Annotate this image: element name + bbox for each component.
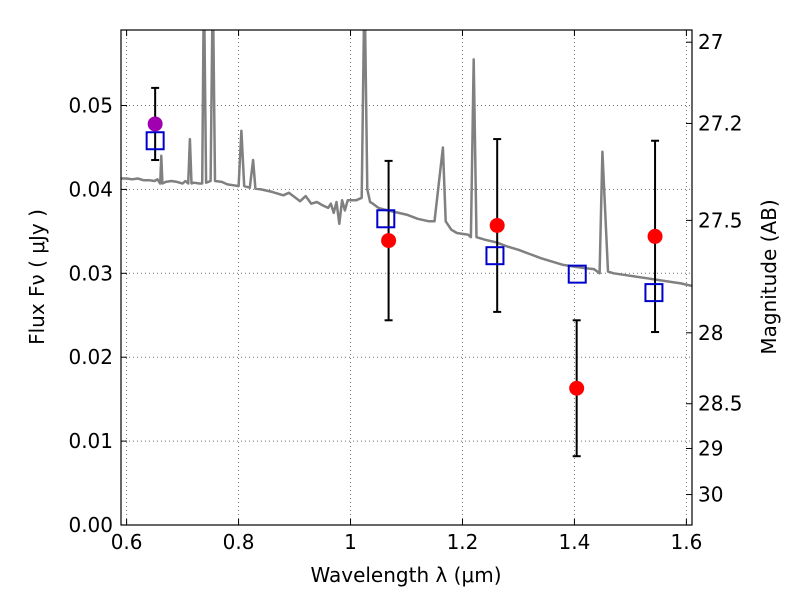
observed-point <box>569 380 585 396</box>
model-photometry-point <box>485 246 505 266</box>
model-photometry-points <box>145 131 664 303</box>
y-tick-label: 0.04 <box>68 177 113 201</box>
magnitude-tick-label: 28 <box>698 321 723 345</box>
magnitude-axis-ticks: 27 27.2 27.5 28 28.5 29 30 <box>686 30 743 507</box>
magnitude-tick-label: 29 <box>698 436 723 460</box>
x-axis-ticks: 0.6 0.8 1 1.2 1.4 1.6 <box>111 30 702 554</box>
observed-point <box>147 116 163 132</box>
y-tick-label: 0.03 <box>68 261 113 285</box>
model-photometry-point <box>567 264 587 284</box>
model-photometry-point <box>644 283 664 303</box>
x-tick-label: 1.4 <box>559 530 591 554</box>
observed-point <box>381 233 397 249</box>
grid-lines <box>121 30 692 526</box>
observed-point <box>489 217 505 233</box>
magnitude-tick-label: 27.2 <box>698 111 743 135</box>
model-photometry-point <box>145 131 165 151</box>
y-axis-title: Flux Fν ( μJy ) <box>25 209 49 345</box>
x-axis-title: Wavelength λ (μm) <box>310 563 501 587</box>
x-tick-label: 0.8 <box>223 530 255 554</box>
x-tick-label: 1 <box>344 530 357 554</box>
x-tick-label: 0.6 <box>111 530 143 554</box>
x-tick-label: 1.6 <box>670 530 702 554</box>
y-tick-label: 0.02 <box>68 345 113 369</box>
model-photometry-point <box>376 209 396 229</box>
magnitude-tick-label: 28.5 <box>698 392 743 416</box>
y-axis-ticks: 0.00 0.01 0.02 0.03 0.04 0.05 <box>68 94 127 537</box>
observed-point <box>647 228 663 244</box>
x-tick-label: 1.2 <box>447 530 479 554</box>
y-tick-label: 0.00 <box>68 513 113 537</box>
y-tick-label: 0.05 <box>68 94 113 118</box>
plot-area <box>121 30 692 458</box>
magnitude-tick-label: 30 <box>698 483 723 507</box>
y-tick-label: 0.01 <box>68 429 113 453</box>
magnitude-axis-title: Magnitude (AB) <box>757 199 781 354</box>
magnitude-tick-label: 27 <box>698 30 723 54</box>
observed-points <box>147 116 663 396</box>
model-spectrum-line <box>121 30 692 288</box>
plot-frame <box>120 29 693 526</box>
plot-background <box>121 30 692 525</box>
magnitude-tick-label: 27.5 <box>698 208 743 232</box>
